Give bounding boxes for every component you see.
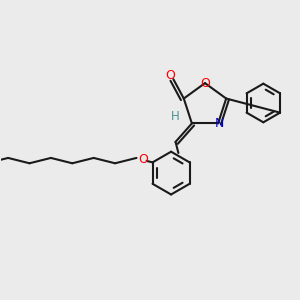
- Text: N: N: [215, 117, 224, 130]
- Text: O: O: [200, 76, 210, 90]
- Text: H: H: [171, 110, 180, 122]
- Text: O: O: [165, 69, 175, 82]
- Text: O: O: [138, 153, 148, 166]
